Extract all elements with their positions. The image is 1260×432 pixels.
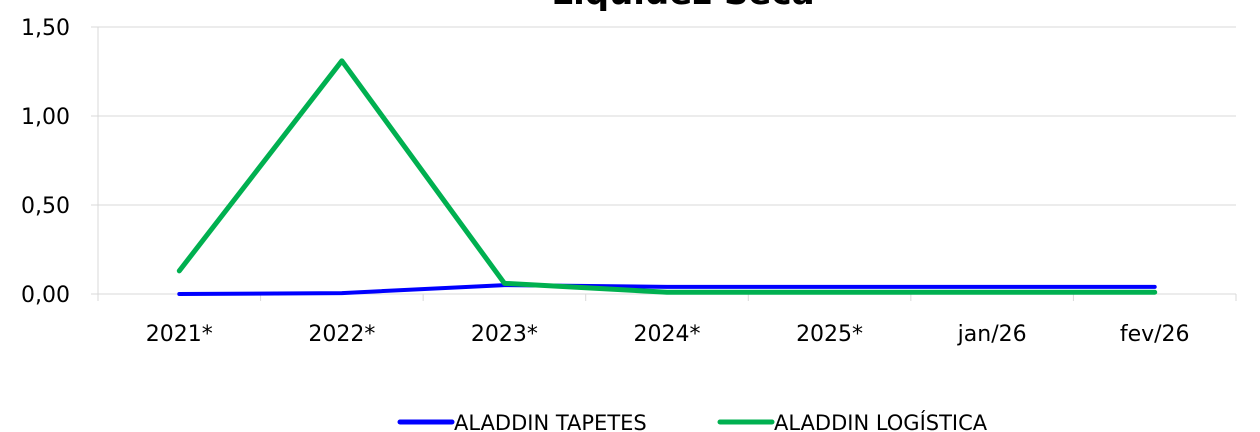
series-line (177, 283, 1157, 296)
y-tick-label: 0,00 (21, 283, 70, 308)
legend-label: ALADDIN TAPETES (454, 411, 647, 432)
x-tick-label: 2023* (471, 322, 538, 347)
x-tick-label: fev/26 (1120, 322, 1190, 347)
y-tick-label: 1,50 (21, 16, 70, 41)
series-lines (176, 58, 1158, 296)
x-tick-label: 2025* (796, 322, 863, 347)
gridlines (98, 26, 1236, 206)
x-tick-label: 2022* (308, 322, 375, 347)
series-line (176, 58, 1158, 295)
chart-title: Liquidez Seca (551, 0, 814, 13)
x-tick-label: jan/26 (957, 322, 1027, 347)
x-tick-label: 2024* (634, 322, 701, 347)
x-tick-label: 2021* (146, 322, 213, 347)
legend: ALADDIN TAPETES ALADDIN LOGÍSTICA (397, 410, 988, 432)
y-tick-label: 0,50 (21, 194, 70, 219)
legend-label: ALADDIN LOGÍSTICA (774, 410, 988, 432)
y-tick-label: 1,00 (21, 105, 70, 130)
axis-labels: 0,00 0,50 1,00 1,50 2021* 2022* 2023* 2024* 2025… (21, 16, 1190, 347)
